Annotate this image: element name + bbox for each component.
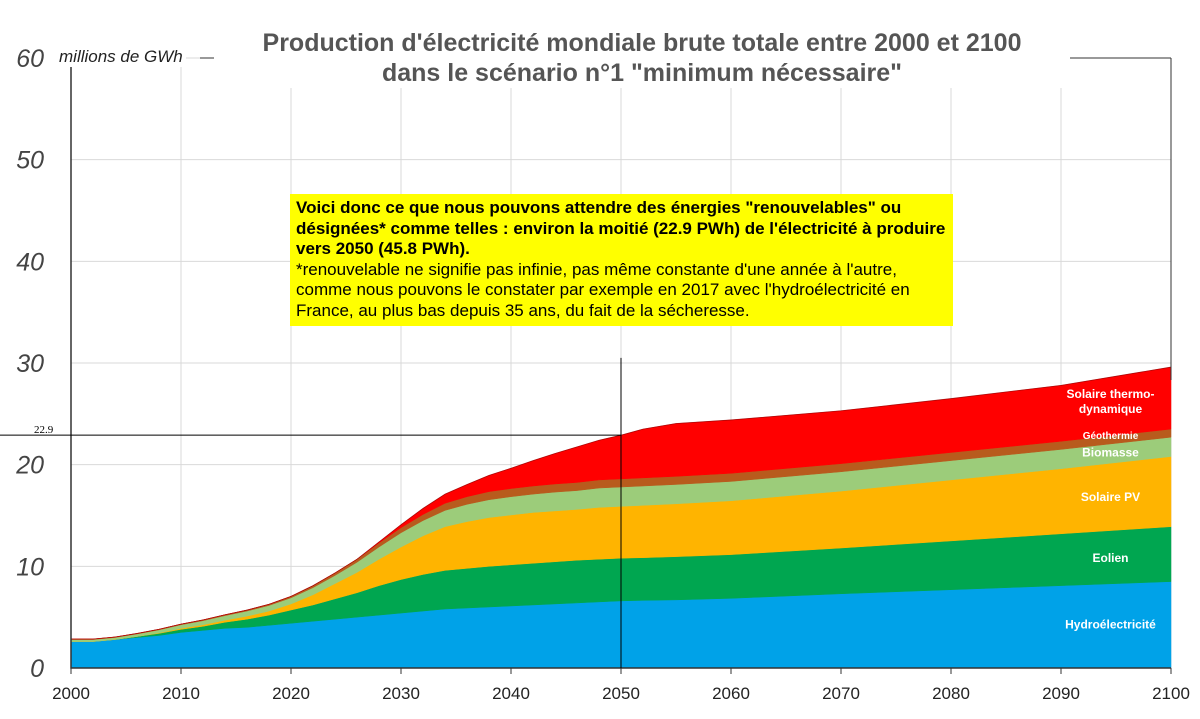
x-tick-label: 2050 — [602, 684, 640, 703]
series-label: Géothermie — [1083, 431, 1139, 442]
y-tick-label: 0 — [30, 655, 44, 683]
y-axis-labels: 0 10 20 30 40 50 60 — [15, 45, 44, 683]
annotation-text: *renouvelable ne signifie pas infinie, p… — [296, 259, 910, 320]
y-tick-label: 40 — [16, 248, 44, 276]
y-tick-label: 60 — [16, 45, 44, 73]
series-label: dynamique — [1079, 402, 1143, 416]
x-tick-label: 2080 — [932, 684, 970, 703]
x-tick-label: 2070 — [822, 684, 860, 703]
series-labels: Hydroélectricité Eolien Solaire PV Biomasse… — [1065, 387, 1156, 631]
x-tick-label: 2020 — [272, 684, 310, 703]
x-tick-label: 2010 — [162, 684, 200, 703]
x-tick-label: 2030 — [382, 684, 420, 703]
x-tick-label: 2090 — [1042, 684, 1080, 703]
chart-title-line-2: dans le scénario n°1 "minimum nécessaire… — [381, 59, 903, 87]
reference-value-label: 22.9 — [34, 424, 54, 436]
total-outline — [71, 366, 1172, 640]
series-label: Eolien — [1092, 551, 1128, 565]
series-label: Solaire thermo- — [1066, 387, 1154, 401]
x-tick-label: 2000 — [52, 684, 90, 703]
annotation-box: Voici donc ce que nous pouvons attendre … — [290, 194, 953, 326]
y-tick-label: 10 — [16, 553, 44, 581]
series-label: Biomasse — [1082, 445, 1139, 459]
x-tick-label: 2100 — [1152, 684, 1190, 703]
chart-title: Production d'électricité mondiale brute … — [214, 28, 1070, 88]
x-tick-label: 2060 — [712, 684, 750, 703]
series-label: Hydroélectricité — [1065, 617, 1156, 631]
chart-title-line-1: Production d'électricité mondiale brute … — [262, 29, 1022, 57]
y-tick-label: 50 — [16, 147, 44, 175]
x-axis-labels: 2000 2010 2020 2030 2040 2050 2060 2070 2080 2090… — [52, 668, 1190, 703]
series-label: Solaire PV — [1081, 490, 1140, 504]
y-tick-label: 20 — [15, 452, 44, 480]
x-tick-label: 2040 — [492, 684, 530, 703]
y-tick-label: 30 — [16, 350, 44, 378]
annotation-bold-text: Voici donc ce que nous pouvons attendre … — [296, 198, 946, 258]
y-axis-unit-label: millions de GWh — [56, 47, 186, 67]
